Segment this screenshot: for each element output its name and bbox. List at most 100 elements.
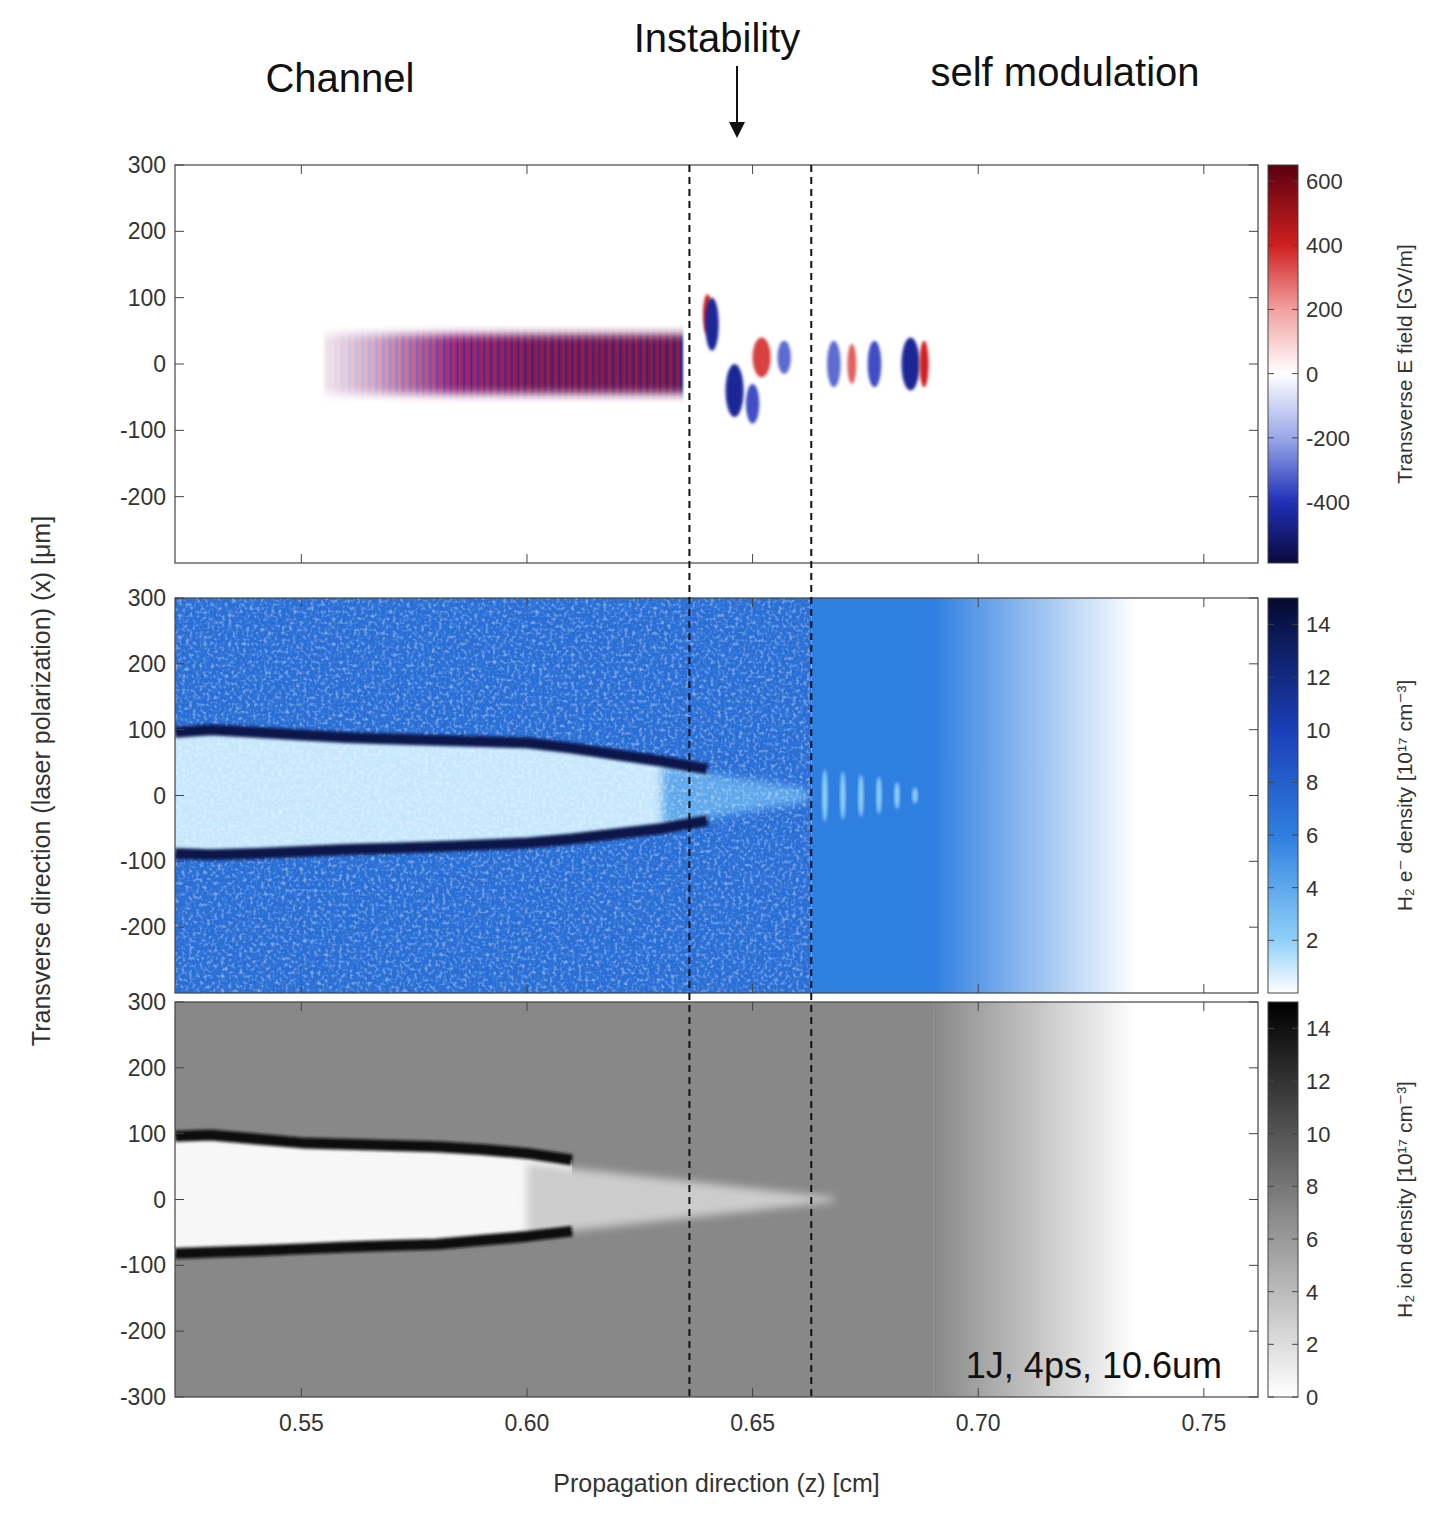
x-tick xyxy=(1203,1388,1204,1397)
y-tick xyxy=(1249,1331,1258,1332)
field-stripe xyxy=(591,334,595,394)
field-blob xyxy=(822,769,827,822)
y-tick xyxy=(175,1397,184,1398)
field-blob xyxy=(858,774,863,816)
field-stripe xyxy=(581,334,585,394)
frame xyxy=(175,165,1258,563)
field-stripe xyxy=(649,334,653,394)
colorbar-tick xyxy=(1292,1133,1298,1134)
field-stripe xyxy=(544,334,548,394)
y-tick-label: 200 xyxy=(128,651,166,677)
field-stripe xyxy=(469,334,473,394)
field-stripe xyxy=(497,334,501,394)
x-tick-label: 0.70 xyxy=(956,1410,1001,1436)
y-tick-label: 0 xyxy=(153,351,166,377)
channel-wall xyxy=(175,821,707,855)
field-stripe xyxy=(551,334,555,394)
field-stripe xyxy=(365,334,369,394)
y-tick xyxy=(175,927,184,928)
channel-wall xyxy=(175,730,707,770)
field-stripe xyxy=(530,334,534,394)
x-tick xyxy=(1203,165,1204,174)
field-stripe xyxy=(327,334,331,394)
plot-area xyxy=(175,165,1258,563)
colorbar-tick xyxy=(1268,887,1274,888)
field-blob xyxy=(827,341,841,387)
x-tick xyxy=(526,598,527,607)
colorbar-tick xyxy=(1268,1028,1274,1029)
y-tick xyxy=(175,297,184,298)
x-tick xyxy=(978,984,979,993)
y-tick xyxy=(1249,165,1258,166)
colorbar-tick xyxy=(1292,1186,1298,1187)
y-tick xyxy=(1249,364,1258,365)
field-stripe xyxy=(513,334,517,394)
field-stripe xyxy=(459,334,463,394)
field-stripe xyxy=(659,334,663,394)
field-stripe xyxy=(480,334,484,394)
field-stripe xyxy=(398,334,402,394)
x-tick xyxy=(301,165,302,174)
y-tick-label: -200 xyxy=(120,914,166,940)
field-stripe xyxy=(568,334,572,394)
colorbar-tick xyxy=(1292,887,1298,888)
field-stripe xyxy=(395,334,399,394)
colorbar-tick xyxy=(1292,1081,1298,1082)
plot-area xyxy=(175,1002,1258,1397)
field-stripe xyxy=(439,334,443,394)
field-stripe xyxy=(473,334,477,394)
x-tick xyxy=(526,165,527,174)
colorbar-tick xyxy=(1292,437,1298,438)
y-tick-label: 100 xyxy=(128,1121,166,1147)
x-tick xyxy=(752,554,753,563)
colorbar-tick xyxy=(1292,373,1298,374)
colorbar-tick xyxy=(1292,1239,1298,1240)
colorbar-tick xyxy=(1268,181,1274,182)
field-stripe xyxy=(446,334,450,394)
field-stripe xyxy=(537,334,541,394)
background xyxy=(1136,598,1258,993)
field-stripe xyxy=(574,334,578,394)
x-tick xyxy=(526,1388,527,1397)
field-blob xyxy=(894,782,899,808)
field-stripe xyxy=(578,334,582,394)
frame xyxy=(175,598,1258,993)
field-stripe xyxy=(571,334,575,394)
field-stripe xyxy=(351,334,355,394)
colorbar-tick-label: 12 xyxy=(1306,665,1330,690)
colorbar-tick xyxy=(1268,1397,1274,1398)
x-tick xyxy=(1203,1002,1204,1011)
field-blob xyxy=(912,788,917,804)
field-stripe xyxy=(510,334,514,394)
colorbar-tick xyxy=(1268,245,1274,246)
field-stripe xyxy=(561,334,565,394)
y-tick xyxy=(1249,1002,1258,1003)
y-tick xyxy=(175,165,184,166)
y-tick-label: -100 xyxy=(120,417,166,443)
y-tick xyxy=(1249,1133,1258,1134)
y-tick-label: 200 xyxy=(128,218,166,244)
field-stripe xyxy=(557,334,561,394)
field-stripe xyxy=(388,334,392,394)
x-tick xyxy=(301,984,302,993)
y-tick-label: 300 xyxy=(128,152,166,178)
y-tick-label: 100 xyxy=(128,285,166,311)
colorbar-tick-label: 14 xyxy=(1306,612,1330,637)
x-tick xyxy=(526,554,527,563)
field-stripe xyxy=(669,334,673,394)
x-tick xyxy=(301,554,302,563)
field-stripe xyxy=(585,334,589,394)
y-tick xyxy=(1249,1265,1258,1266)
colorbar-tick xyxy=(1292,1397,1298,1398)
colorbar-tick-label: 0 xyxy=(1306,362,1318,387)
field-stripe xyxy=(378,334,382,394)
field-stripe xyxy=(415,334,419,394)
y-tick-label: -300 xyxy=(120,1384,166,1410)
field-stripe xyxy=(679,334,683,394)
colorbar-tick-label: 2 xyxy=(1306,1332,1318,1357)
x-tick-label: 0.75 xyxy=(1181,1410,1226,1436)
field-blob xyxy=(868,341,882,387)
colorbar-tick-label: 8 xyxy=(1306,1174,1318,1199)
colorbar-tick xyxy=(1268,677,1274,678)
field-stripe xyxy=(517,334,521,394)
